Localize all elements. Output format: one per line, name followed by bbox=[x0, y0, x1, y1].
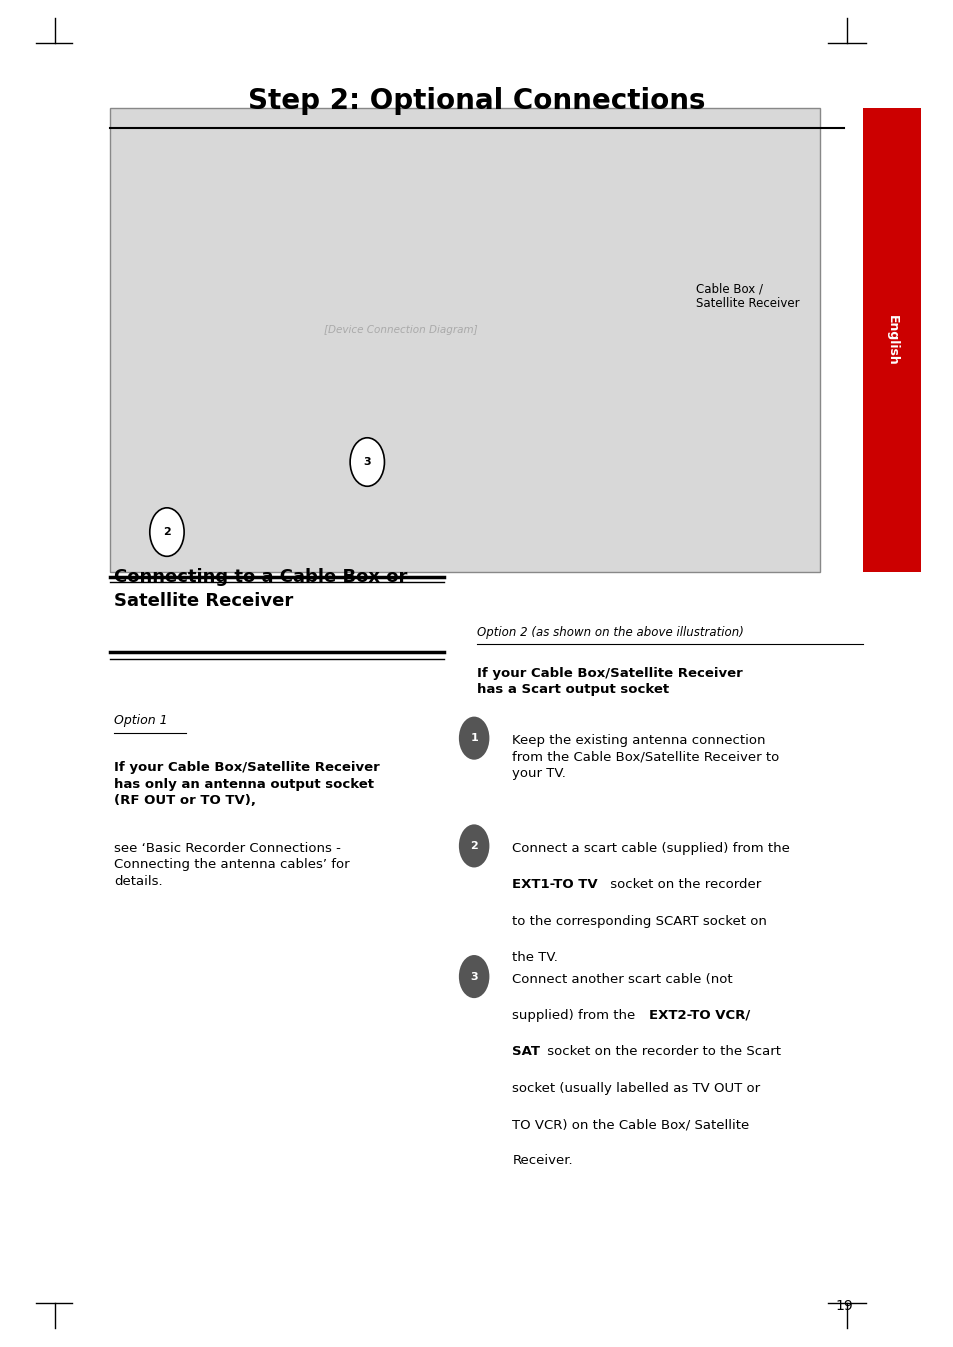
Text: Receiver.: Receiver. bbox=[512, 1154, 573, 1168]
FancyBboxPatch shape bbox=[110, 108, 820, 572]
Text: Option 1: Option 1 bbox=[114, 714, 168, 727]
Circle shape bbox=[458, 824, 489, 867]
Text: Connect another scart cable (not: Connect another scart cable (not bbox=[512, 973, 732, 986]
Text: socket on the recorder: socket on the recorder bbox=[605, 878, 760, 892]
Text: TO VCR) on the Cable Box/ Satellite: TO VCR) on the Cable Box/ Satellite bbox=[512, 1118, 749, 1131]
FancyBboxPatch shape bbox=[862, 108, 920, 572]
Text: the TV.: the TV. bbox=[512, 951, 558, 964]
Text: 3: 3 bbox=[363, 457, 371, 467]
Text: If your Cable Box/Satellite Receiver
has only an antenna output socket
(RF OUT o: If your Cable Box/Satellite Receiver has… bbox=[114, 761, 380, 807]
Text: 2: 2 bbox=[470, 841, 477, 851]
Text: 2: 2 bbox=[163, 527, 171, 537]
Circle shape bbox=[150, 508, 184, 556]
Text: socket (usually labelled as TV OUT or: socket (usually labelled as TV OUT or bbox=[512, 1082, 760, 1095]
Circle shape bbox=[350, 438, 384, 486]
Text: [Device Connection Diagram]: [Device Connection Diagram] bbox=[323, 325, 477, 335]
Text: Option 2 (as shown on the above illustration): Option 2 (as shown on the above illustra… bbox=[476, 626, 743, 640]
Text: 3: 3 bbox=[470, 971, 477, 982]
Text: If your Cable Box/Satellite Receiver
has a Scart output socket: If your Cable Box/Satellite Receiver has… bbox=[476, 667, 742, 696]
Circle shape bbox=[458, 955, 489, 998]
Text: Connecting to a Cable Box or
Satellite Receiver: Connecting to a Cable Box or Satellite R… bbox=[114, 568, 408, 610]
Text: see ‘Basic Recorder Connections -
Connecting the antenna cables’ for
details.: see ‘Basic Recorder Connections - Connec… bbox=[114, 842, 350, 888]
Text: Cable Box /
Satellite Receiver: Cable Box / Satellite Receiver bbox=[696, 283, 800, 310]
Text: English: English bbox=[884, 315, 898, 365]
Text: SAT: SAT bbox=[512, 1045, 539, 1059]
Text: 19: 19 bbox=[835, 1300, 852, 1313]
Text: Keep the existing antenna connection
from the Cable Box/Satellite Receiver to
yo: Keep the existing antenna connection fro… bbox=[512, 734, 779, 780]
Text: EXT1-TO TV: EXT1-TO TV bbox=[512, 878, 598, 892]
Circle shape bbox=[458, 717, 489, 760]
Text: supplied) from the: supplied) from the bbox=[512, 1009, 639, 1022]
Text: 1: 1 bbox=[470, 733, 477, 744]
Text: socket on the recorder to the Scart: socket on the recorder to the Scart bbox=[542, 1045, 780, 1059]
Text: to the corresponding SCART socket on: to the corresponding SCART socket on bbox=[512, 915, 766, 928]
Text: Step 2: Optional Connections: Step 2: Optional Connections bbox=[248, 88, 705, 114]
Text: EXT2-TO VCR/: EXT2-TO VCR/ bbox=[648, 1009, 749, 1022]
Text: Connect a scart cable (supplied) from the: Connect a scart cable (supplied) from th… bbox=[512, 842, 789, 855]
